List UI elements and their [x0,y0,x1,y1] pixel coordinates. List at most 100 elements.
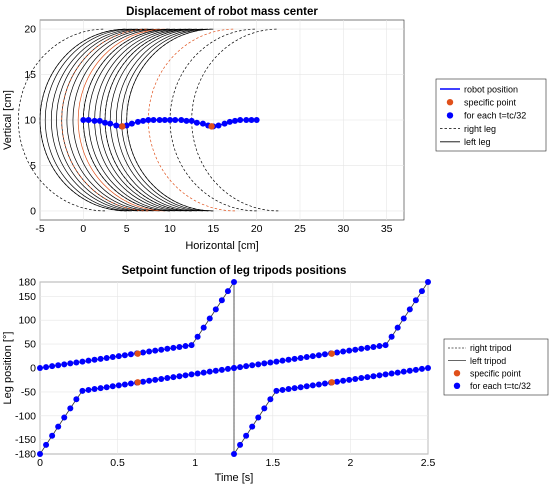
chart1-xtick-label: 10 [164,223,176,235]
left-leg-arc [121,28,209,212]
robot-sample-point [237,117,244,123]
tripod-sample-point [425,279,431,285]
tripod-sample-point [182,372,189,379]
tripod-sample-point [164,375,171,382]
tripod-sample-point [267,396,274,403]
chart1-xtick-label: 5 [124,223,130,235]
tripod-sample-point [261,405,268,412]
chart2-ytick-label: -50 [21,386,36,398]
tripod-sample-point [152,347,159,354]
robot-sample-point [113,122,120,129]
tripod-sample-point [334,349,341,356]
tripod-sample-point [370,373,377,380]
robot-sample-point [183,117,190,124]
chart2-ytick-label: 150 [18,291,36,303]
specific-point [328,379,335,386]
chart1-ytick-label: 20 [24,24,36,36]
legend-label: right leg [464,124,496,134]
tripod-sample-point [406,306,413,313]
tripod-sample-point [285,356,292,363]
tripod-sample-point [91,356,98,363]
tripod-sample-point [146,377,153,384]
robot-sample-point [193,119,200,126]
legend-label: specific point [464,98,517,108]
tripod-sample-point [140,378,147,385]
tripod-sample-point [412,297,419,304]
robot-sample-point [199,120,206,127]
tripod-sample-point [237,441,244,448]
robot-sample-point [150,117,157,123]
chart1-xtick-label: 0 [80,223,86,235]
tripod-sample-point [388,333,395,340]
tripod-sample-point [158,346,165,353]
tripod-sample-point [194,333,201,340]
tripod-sample-point [394,369,401,376]
tripod-sample-point [212,306,219,313]
chart2-ytick-label: -180 [15,449,36,461]
robot-sample-point [156,117,163,123]
tripod-sample-point [412,366,419,373]
tripod-sample-point [358,345,365,352]
tripod-sample-point [182,343,189,350]
robot-sample-point [243,117,250,123]
chart2-legend: right tripod left tripod specific point for… [443,338,549,396]
tripod-sample-point [206,368,213,375]
chart1-xtick-label: 20 [251,223,263,235]
tripod-sample-point [303,354,310,361]
tripod-sample-point [303,383,310,390]
tripod-sample-point [206,315,213,322]
robot-sample-point [215,122,222,129]
chart2-xtick-label: 0.5 [110,457,125,469]
tripod-sample-point [425,365,431,371]
tripod-sample-point [291,385,298,392]
chart2-xtick-label: 1.5 [265,457,280,469]
tripod-sample-point [55,423,62,430]
legend-label: right tripod [470,343,512,353]
left-leg-arc [109,28,197,212]
tripod-sample-point [73,359,80,366]
robot-sample-point [178,117,185,123]
tripod-sample-point [249,362,256,369]
tripod-sample-point [97,385,104,392]
robot-sample-point [172,117,179,123]
chart2-xtick-label: 0 [37,457,43,469]
specific-point [134,350,141,357]
tripod-sample-point [67,405,74,412]
legend-label: left leg [464,137,491,147]
robot-sample-point [85,117,92,123]
chart1-ytick-label: 10 [24,115,36,127]
tripod-sample-point [176,343,183,350]
robot-sample-point [91,117,98,124]
tripod-sample-point [231,279,237,285]
chart1-legend: robot position specific point for each t=t… [435,78,547,152]
tripod-sample-point [115,382,122,389]
chart2-ytick-label: 50 [24,339,36,351]
tripod-sample-point [97,355,104,362]
tripod-sample-point [43,364,50,371]
tripod-sample-point [121,381,128,388]
tripod-sample-point [321,351,328,358]
chart2-xlabel: Time [s] [215,472,254,484]
tripod-sample-point [158,375,165,382]
tripod-sample-point [255,361,262,368]
tripod-sample-point [255,414,262,421]
chart1-xlabel: Horizontal [cm] [185,240,258,252]
chart2-ytick-label: 100 [18,315,36,327]
tripod-sample-point [224,365,231,372]
chart2-legend-box [443,338,549,396]
tripod-sample-point [61,414,68,421]
tripod-sample-point [146,348,153,355]
legend-swatch [453,382,461,389]
tripod-sample-point [121,352,128,359]
specific-point [208,123,215,130]
tripod-sample-point [127,380,134,387]
tripod-sample-point [194,370,201,377]
chart2-ytick-label: -150 [15,434,36,446]
robot-sample-point [226,118,233,125]
chart2-ytick-label: 0 [30,363,36,375]
left-leg-arc [44,28,132,212]
chart2-ylabel: Leg position [°] [2,332,14,405]
tripod-sample-point [170,374,177,381]
left-leg-arc [66,28,154,212]
tripod-sample-point [315,352,322,359]
